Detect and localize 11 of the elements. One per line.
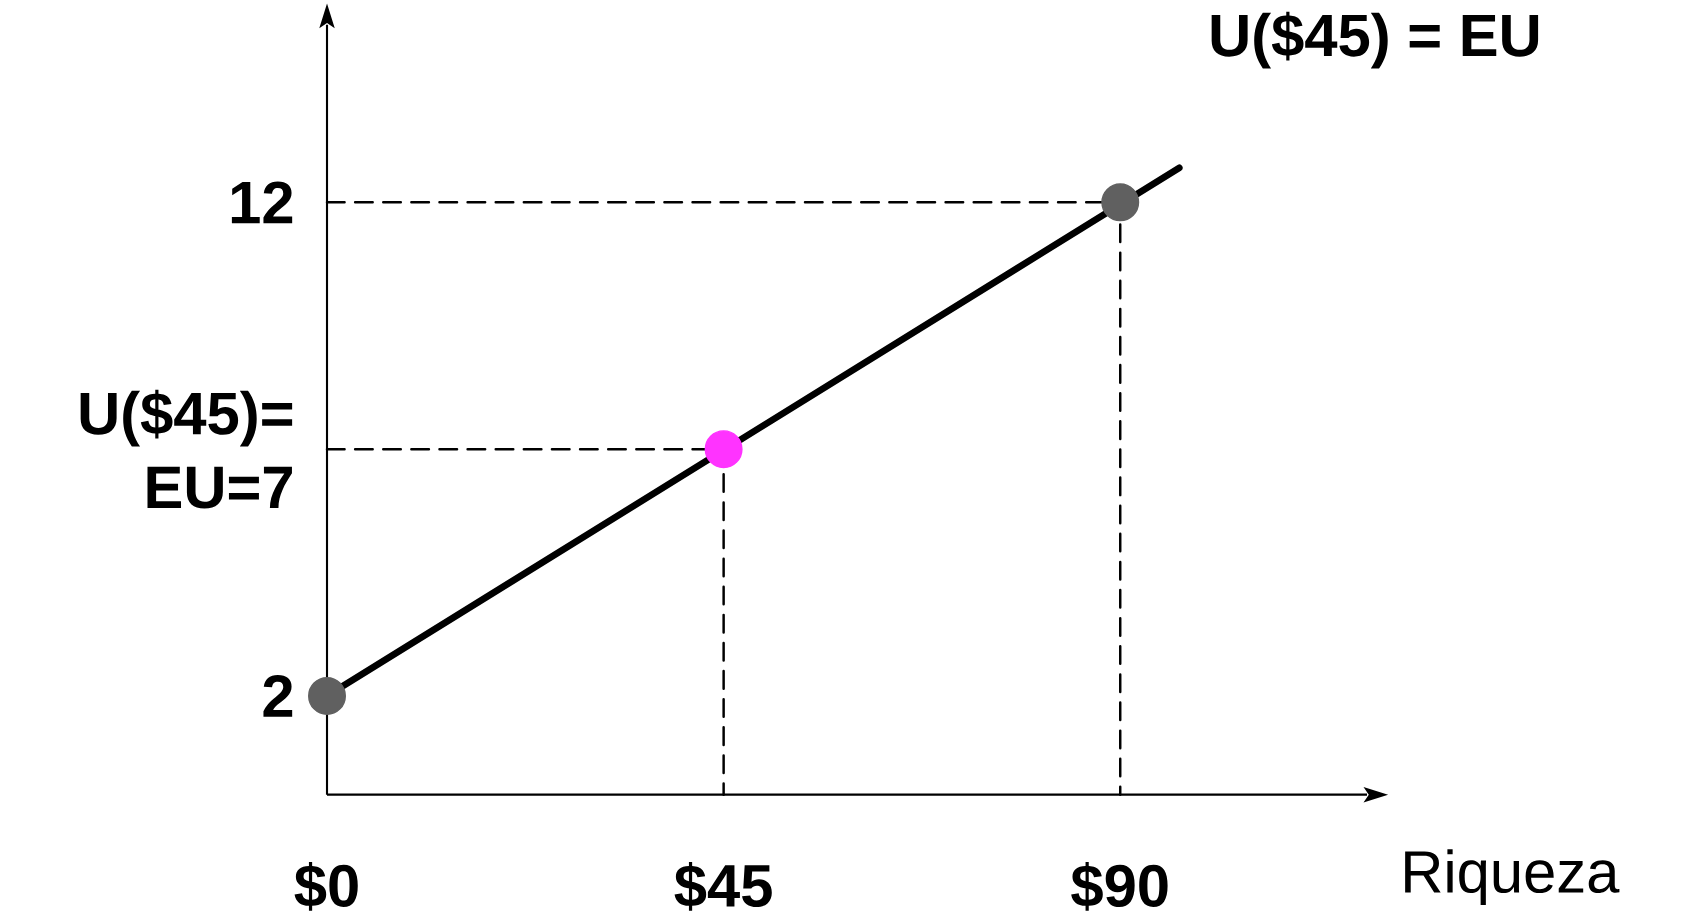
point — [1101, 183, 1140, 222]
y-tick-label: 2 — [263, 675, 293, 718]
point — [704, 430, 743, 469]
x-tick-label: $90 — [1071, 862, 1168, 912]
x-tick-label: $0 — [294, 862, 358, 912]
x-axis-title: Riqueza — [1405, 849, 1620, 906]
x-tick-label: $45 — [674, 862, 772, 912]
y-tick-label: 12 — [231, 181, 293, 224]
point — [308, 677, 346, 716]
y-tick-label: U($45)= EU=7 — [80, 389, 293, 509]
annotation: U($45) = EU — [1211, 11, 1539, 69]
